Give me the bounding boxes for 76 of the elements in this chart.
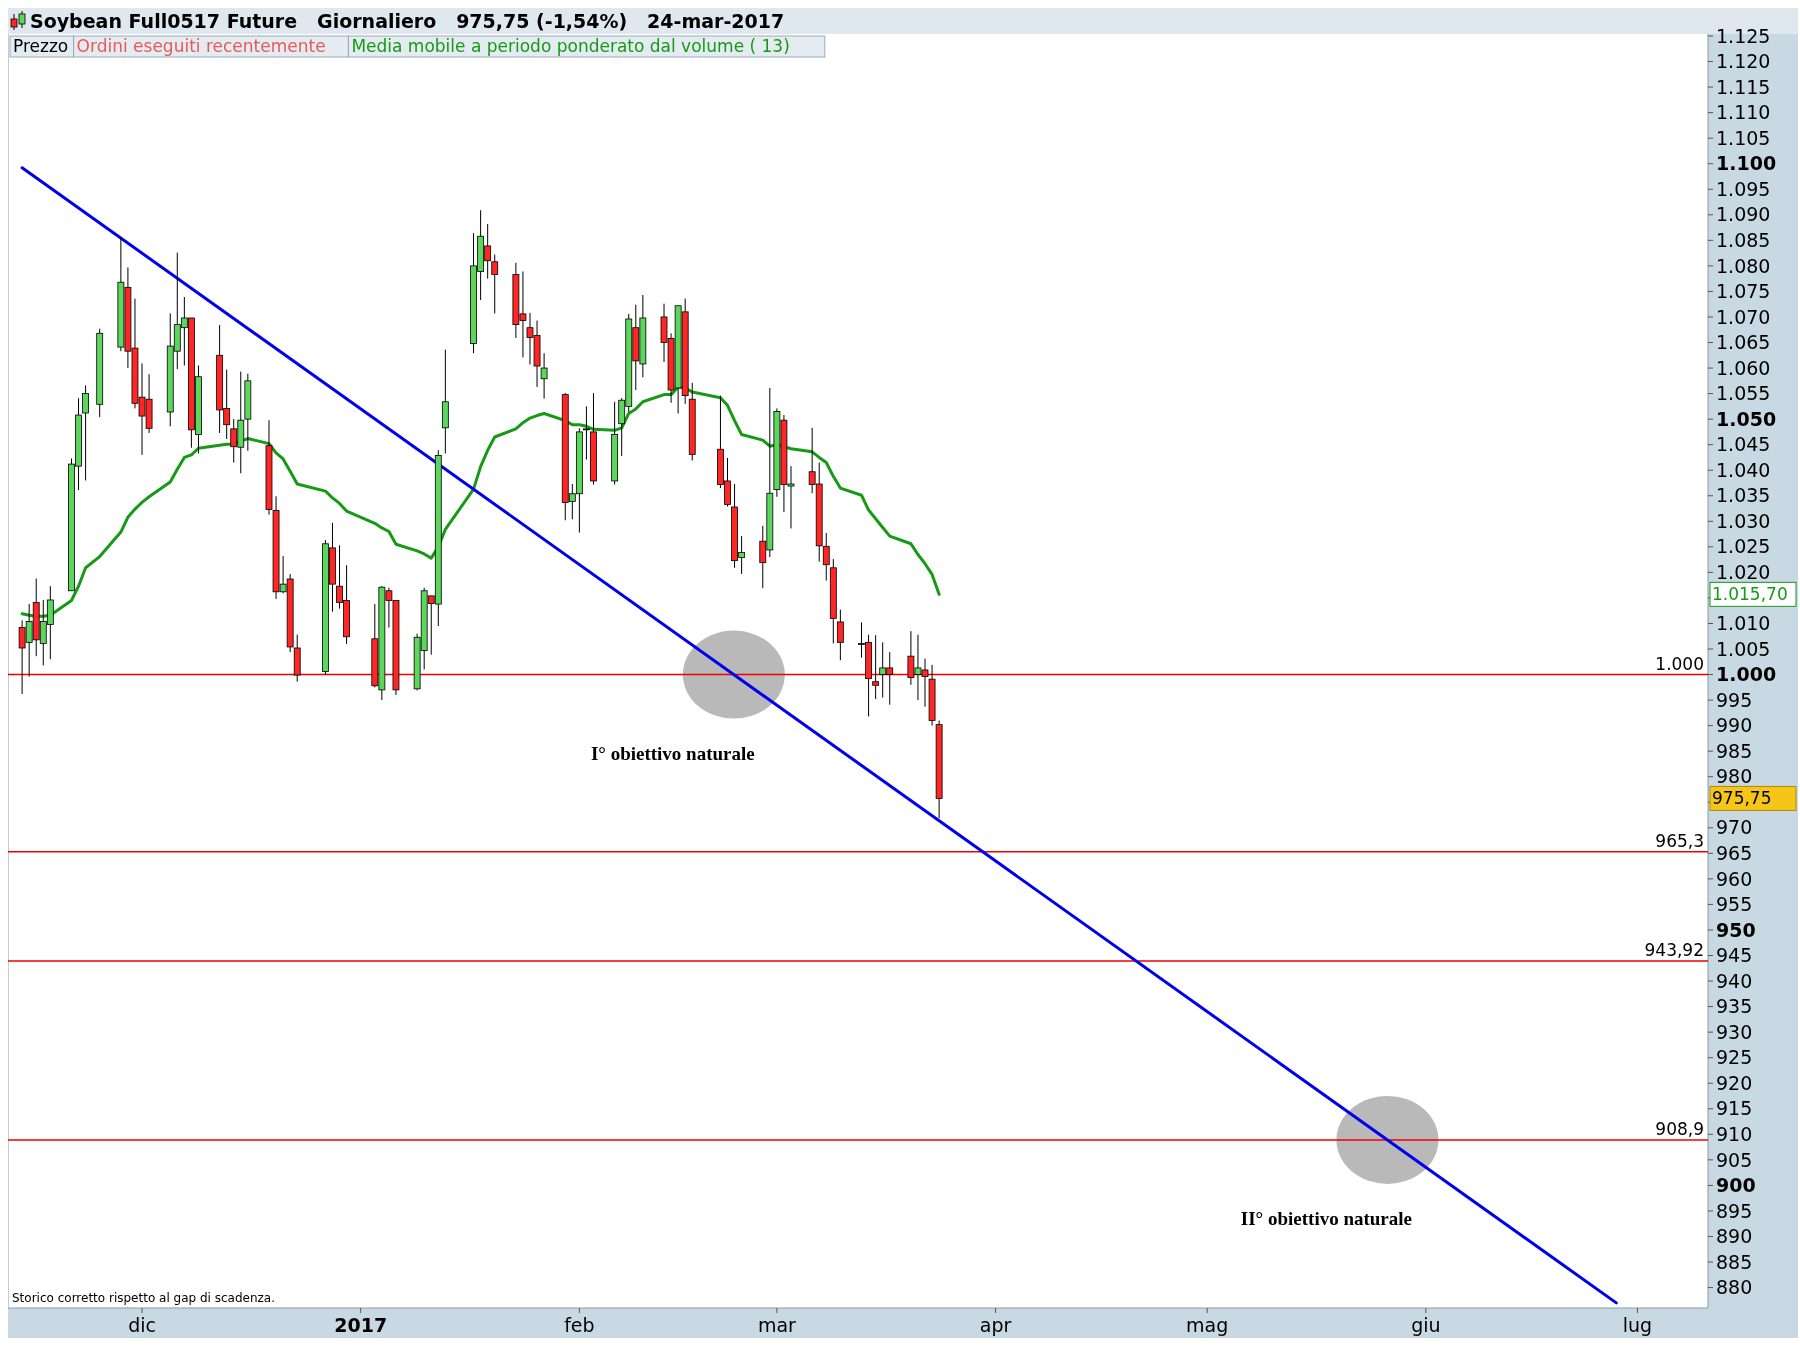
y-tick-label: 1.065 [1716, 331, 1771, 354]
y-tick-label: 985 [1716, 739, 1753, 762]
candlestick [836, 609, 844, 661]
y-tick-label: 1.110 [1716, 101, 1771, 124]
y-tick-label: 1.020 [1716, 561, 1771, 584]
annotation: Storico corretto rispetto al gap di scadenza. [12, 1291, 275, 1305]
x-tick-label: mag [1186, 1314, 1229, 1336]
y-tick-label: 920 [1716, 1071, 1753, 1094]
x-tick-label: 2017 [334, 1314, 388, 1336]
y-tick-label: 1.075 [1716, 280, 1771, 303]
y-tick-label: 1.010 [1716, 612, 1771, 635]
ref-line-label: 943,92 [1644, 940, 1704, 961]
y-tick-label: 1.125 [1716, 24, 1771, 47]
y-tick-label: 1.105 [1716, 126, 1771, 149]
y-tick-label: 905 [1716, 1148, 1753, 1171]
ref-line-label: 1.000 [1655, 653, 1704, 674]
ref-line-label: 908,9 [1655, 1118, 1704, 1139]
y-tick-label: 990 [1716, 714, 1753, 737]
y-tick-label: 1.115 [1716, 75, 1771, 98]
y-tick-label: 915 [1716, 1097, 1753, 1120]
y-tick-label: 890 [1716, 1225, 1753, 1248]
x-tick-label: feb [564, 1314, 595, 1336]
y-tick-label: 1.045 [1716, 433, 1771, 456]
y-tick-label: 955 [1716, 893, 1753, 916]
y-tick-label: 960 [1716, 867, 1753, 890]
y-tick-label: 925 [1716, 1046, 1753, 1069]
x-tick-label: apr [979, 1314, 1012, 1336]
candlestick [583, 405, 590, 460]
x-tick-label: mar [757, 1314, 797, 1336]
y-tick-label: 1.070 [1716, 305, 1771, 328]
y-tick-label: 880 [1716, 1276, 1753, 1299]
y-tick-label: 1.095 [1716, 177, 1771, 200]
y-tick-label: 1.000 [1716, 663, 1777, 686]
y-tick-label: 980 [1716, 765, 1753, 788]
y-tick-label: 885 [1716, 1250, 1753, 1273]
y-tick-label: 900 [1716, 1174, 1756, 1197]
x-tick-label: lug [1622, 1314, 1653, 1336]
chart-title: Soybean Full0517 Future [30, 10, 298, 32]
y-tick-label: 1.025 [1716, 535, 1771, 558]
y-tick-label: 1.100 [1716, 152, 1777, 175]
text: 1.015,70 [1712, 584, 1788, 605]
y-tick-label: 950 [1716, 918, 1756, 941]
y-tick-label: 945 [1716, 944, 1753, 967]
chart-subtitle: Giornaliero 975,75 (-1,54%) 24-mar-2017 [317, 10, 785, 32]
y-tick-label: 965 [1716, 842, 1753, 864]
y-tick-label: 970 [1716, 816, 1753, 839]
text: Media mobile a periodo ponderato dal volume ( 13) [351, 36, 790, 56]
legend-label: Prezzo [13, 36, 69, 56]
y-tick-label: 895 [1716, 1199, 1753, 1222]
x-tick-label: giu [1411, 1314, 1441, 1336]
ref-line-label: 965,3 [1655, 830, 1704, 851]
x-tick-label: dic [128, 1314, 156, 1336]
y-tick-label: 995 [1716, 688, 1753, 711]
y-tick-label: 1.060 [1716, 356, 1771, 379]
candlestick [491, 254, 499, 314]
y-tick-label: 935 [1716, 995, 1753, 1018]
candlestick [822, 532, 830, 582]
candlestick [82, 384, 89, 481]
y-tick-label: 1.080 [1716, 254, 1771, 277]
y-tick-label: 1.050 [1716, 407, 1777, 430]
y-tick-label: 910 [1716, 1122, 1753, 1145]
y-tick-label: 1.090 [1716, 203, 1771, 226]
annotation: I° obiettivo naturale [590, 742, 755, 764]
annotation: II° obiettivo naturale [1240, 1207, 1413, 1229]
y-tick-label: 1.040 [1716, 458, 1771, 481]
y-tick-label: 1.035 [1716, 484, 1771, 507]
y-tick-label: 930 [1716, 1020, 1753, 1043]
text: 975,75 [1712, 788, 1772, 809]
annotation: Ordini eseguiti recentemente [76, 36, 326, 56]
y-tick-label: 1.030 [1716, 509, 1771, 532]
y-tick-label: 1.005 [1716, 637, 1771, 660]
y-tick-label: 1.055 [1716, 382, 1771, 405]
y-tick-label: 1.120 [1716, 50, 1771, 73]
candlestick [872, 634, 880, 700]
y-tick-label: 940 [1716, 969, 1753, 992]
y-tick-label: 1.085 [1716, 228, 1771, 251]
